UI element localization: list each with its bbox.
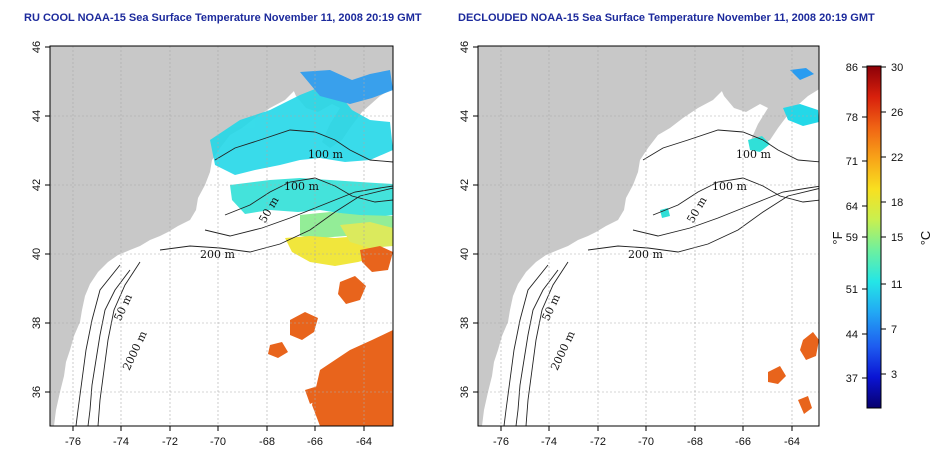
lat-tick-label: 44: [459, 110, 471, 122]
lon-tick-label: -68: [259, 436, 275, 448]
contour-label-100m: 100 m: [712, 180, 747, 193]
map-panel-declouded: 100 m 100 m 50 m 200 m 50 m 2000 m -76 -…: [459, 41, 820, 448]
celsius-unit-label: °C: [918, 231, 933, 246]
map-frame: [49, 45, 394, 427]
lon-tick-label: -74: [113, 436, 129, 448]
lon-tick-label: -66: [307, 436, 323, 448]
lat-tick-label: 38: [459, 317, 471, 329]
lon-axis: [500, 426, 793, 431]
fahrenheit-tick-label: 64: [846, 201, 858, 213]
contour-label-100m: 100 m: [284, 180, 319, 193]
lon-tick-label: -70: [638, 436, 654, 448]
lon-tick-label: -70: [210, 436, 226, 448]
celsius-tick-label: 15: [891, 232, 903, 244]
fahrenheit-tick-label: 37: [846, 373, 858, 385]
contour-label-100m-north: 100 m: [308, 148, 343, 161]
bathymetry-contours: [503, 129, 819, 426]
map-panel-ru-cool: 100 m 100 m 50 m 200 m 50 m 2000 m -76 -…: [31, 41, 394, 448]
celsius-tick-label: 22: [891, 152, 903, 164]
lon-axis: [72, 426, 365, 431]
lon-tick-label: -72: [590, 436, 606, 448]
lat-tick-label: 36: [459, 386, 471, 398]
celsius-tick-label: 26: [891, 107, 903, 119]
fahrenheit-tick-label: 86: [846, 62, 858, 74]
sst-warm-patches: [768, 332, 819, 414]
celsius-tick-label: 3: [891, 369, 897, 381]
colorbar-gradient: [866, 65, 882, 409]
lat-tick-label: 44: [31, 110, 43, 122]
lon-tick-label: -76: [493, 436, 509, 448]
lat-axis: [45, 46, 50, 393]
lon-tick-label: -68: [687, 436, 703, 448]
fahrenheit-tick-label: 44: [846, 329, 858, 341]
sst-warm-patches: [268, 246, 393, 426]
lat-tick-label: 46: [459, 41, 471, 53]
contour-label-200m: 200 m: [628, 248, 663, 261]
lat-axis: [473, 46, 478, 393]
panel-title-ru-cool: RU COOL NOAA-15 Sea Surface Temperature …: [24, 12, 422, 24]
lon-tick-label: -72: [162, 436, 178, 448]
lon-tick-label: -66: [735, 436, 751, 448]
lon-tick-label: -74: [541, 436, 557, 448]
lat-tick-label: 40: [459, 248, 471, 260]
lon-tick-label: -64: [356, 436, 372, 448]
land-mass: [478, 46, 819, 426]
contour-label-100m-north: 100 m: [736, 148, 771, 161]
panel-title-declouded: DECLOUDED NOAA-15 Sea Surface Temperatur…: [458, 12, 875, 24]
graticule: [50, 46, 393, 426]
lon-tick-label: -64: [784, 436, 800, 448]
sst-cool-patches: [660, 68, 819, 218]
lat-tick-label: 46: [31, 41, 43, 53]
lat-tick-label: 36: [31, 386, 43, 398]
land-mass: [50, 46, 393, 426]
celsius-tick-label: 11: [891, 279, 902, 291]
map-frame: [477, 45, 820, 427]
celsius-tick-label: 18: [891, 197, 903, 209]
lat-tick-label: 42: [31, 179, 43, 191]
fahrenheit-tick-label: 78: [846, 112, 858, 124]
lat-tick-label: 38: [31, 317, 43, 329]
temperature-colorbar: 86 78 71 64 59 51 44 37 30 26 22 18 15 1…: [830, 62, 933, 409]
lat-tick-label: 40: [31, 248, 43, 260]
fahrenheit-tick-label: 71: [846, 156, 858, 168]
fahrenheit-tick-label: 51: [846, 284, 858, 296]
sst-cool-patches: [210, 70, 393, 266]
fahrenheit-unit-label: °F: [830, 231, 845, 244]
contour-label-200m: 200 m: [200, 248, 235, 261]
fahrenheit-tick-label: 59: [846, 232, 858, 244]
lon-tick-label: -76: [65, 436, 81, 448]
celsius-tick-label: 30: [891, 62, 903, 74]
lat-tick-label: 42: [459, 179, 471, 191]
graticule: [478, 46, 819, 426]
celsius-tick-label: 7: [891, 324, 897, 336]
